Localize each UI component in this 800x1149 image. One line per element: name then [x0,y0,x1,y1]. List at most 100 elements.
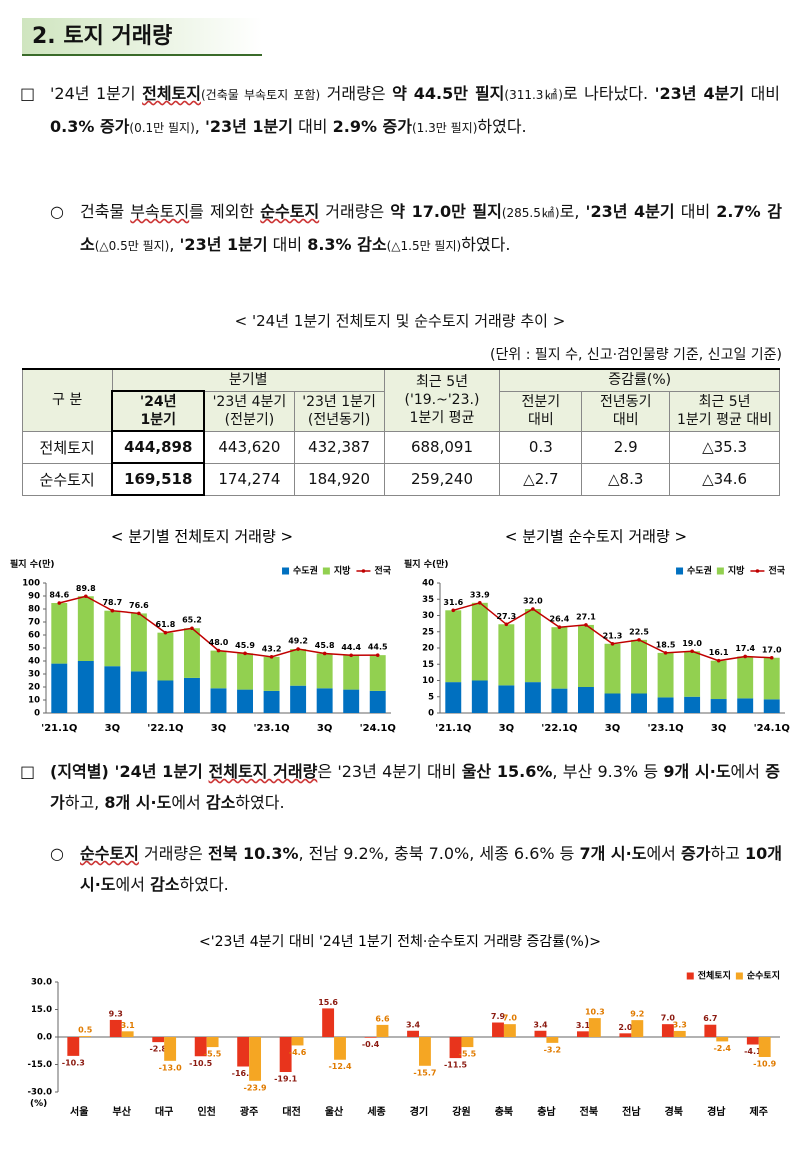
bar [164,1037,177,1061]
paragraph: □ (지역별) '24년 1분기 전체토지 거래량은 '23년 4분기 대비 울산… [20,756,780,818]
data-label: -10.9 [753,1059,776,1068]
bar [673,1030,686,1037]
data-label: 16.1 [709,648,729,657]
bar [67,1037,80,1056]
x-tick-label: '24.1Q [754,723,790,734]
bar [290,649,307,686]
text-run: (285.5㎢) [501,206,560,220]
text-run: 전체토지 [142,84,201,103]
x-tick-label: '21.1Q [435,723,471,734]
y-tick-label: 10 [28,696,40,706]
y-tick-label: 0 [34,709,40,719]
x-tick-label: 충북 [495,1105,513,1118]
bar [619,1033,632,1037]
axis-label: 필지 수(만) [10,558,54,570]
line-point [504,622,509,627]
line-point [190,626,194,631]
bar [376,1024,389,1037]
bar [471,680,488,713]
text-run: , 전남 9.2%, 충북 7.0%, 세종 6.6% 등 [298,844,580,863]
text-run: '24년 1분기 [50,84,143,103]
line-point [137,611,141,616]
bar [334,1037,346,1060]
bar [576,1031,589,1037]
line-point [375,653,380,657]
x-tick-label: '23.1Q [647,723,683,734]
legend-label: 수도권 [293,565,318,577]
text-run: 에서 [646,844,681,863]
data-label: 15.6 [318,998,338,1007]
line-point [349,653,353,658]
data-label: 3.3 [673,1020,687,1029]
bar [551,688,568,713]
data-label: 19.0 [682,639,702,648]
text-run: 에서 [171,793,206,812]
y-tick-label: 20 [28,683,40,693]
bar [263,656,280,691]
table-cell: 443,620 [203,430,295,464]
chart: < 분기별 전체토지 거래량 > 필지 수(만) 0 10 20 30 40 50 60 70 80… [10,528,396,735]
text-run: , [194,117,205,136]
line-point [663,651,668,655]
x-tick-label: 대전 [282,1105,300,1118]
text-run: 증가 [681,844,711,863]
text-run: 로 나타났다. [562,84,655,103]
y-tick-label: 40 [422,579,434,589]
data-label: 45.9 [235,641,255,650]
text-run: (△1.5만 필지) [386,239,462,253]
bar [291,1037,304,1046]
header-cell: 구 분 [22,368,113,432]
data-label: -10.5 [189,1059,212,1068]
data-label: 45.8 [315,641,335,650]
bar [279,1037,292,1073]
x-tick-label: '22.1Q [541,723,577,734]
data-label: 3.1 [121,1021,136,1030]
chart-title: < 분기별 순수토지 거래량 > [505,528,687,546]
header-cell: 전년동기 대비 [581,390,671,432]
bullet: □ [20,84,36,103]
text-run: (1.3만 필지) [412,121,478,135]
header-cell: 전분기 대비 [499,390,583,432]
bar [237,689,253,713]
bar [210,688,227,713]
bar [684,696,701,713]
text-run: '23년 4분기 [585,202,675,221]
bar [716,1037,729,1042]
data-label: 7.9 [491,1012,506,1021]
line-point [451,608,456,613]
text-run: 부속토지 [130,202,190,221]
bar [503,1024,516,1037]
table-cell: △34.6 [669,462,780,496]
paragraph: ○ 순수토지 거래량은 전북 10.3%, 전남 9.2%, 충북 7.0%, 세… [50,838,782,900]
data-label: 18.5 [656,640,676,649]
header-cell: '23년 1분기 (전년동기) [293,390,385,432]
text-run: 감소 [150,875,180,894]
bar [657,652,674,698]
table-cell: 순수토지 [22,462,113,496]
data-label: -10.3 [62,1058,85,1067]
data-label: 49.2 [288,637,308,646]
y-tick-label: 0.0 [37,1033,52,1043]
table-cell: 184,920 [293,462,385,496]
line-point [243,651,247,656]
bar [157,680,174,713]
y-tick-label: 15 [422,660,434,670]
line-point [322,651,327,656]
bar [498,685,515,713]
text-run: 하였다. [235,793,285,812]
line-point [690,649,694,654]
bar [524,682,541,713]
data-label: 84.6 [49,591,69,600]
text-run: 은 '23년 4분기 대비 [317,762,462,781]
table-cell: 174,274 [203,462,295,496]
data-label: 9.2 [630,1010,644,1019]
bar [758,1037,771,1057]
bar [121,1031,134,1037]
table-cell: △35.3 [669,430,780,464]
paragraph-body: 순수토지 거래량은 전북 10.3%, 전남 9.2%, 충북 7.0%, 세종… [80,838,782,900]
bar [763,699,780,713]
bar [588,1018,601,1037]
data-label: 3.1 [576,1021,591,1030]
bar [524,609,541,683]
y-tick-label: -15.0 [28,1060,53,1070]
